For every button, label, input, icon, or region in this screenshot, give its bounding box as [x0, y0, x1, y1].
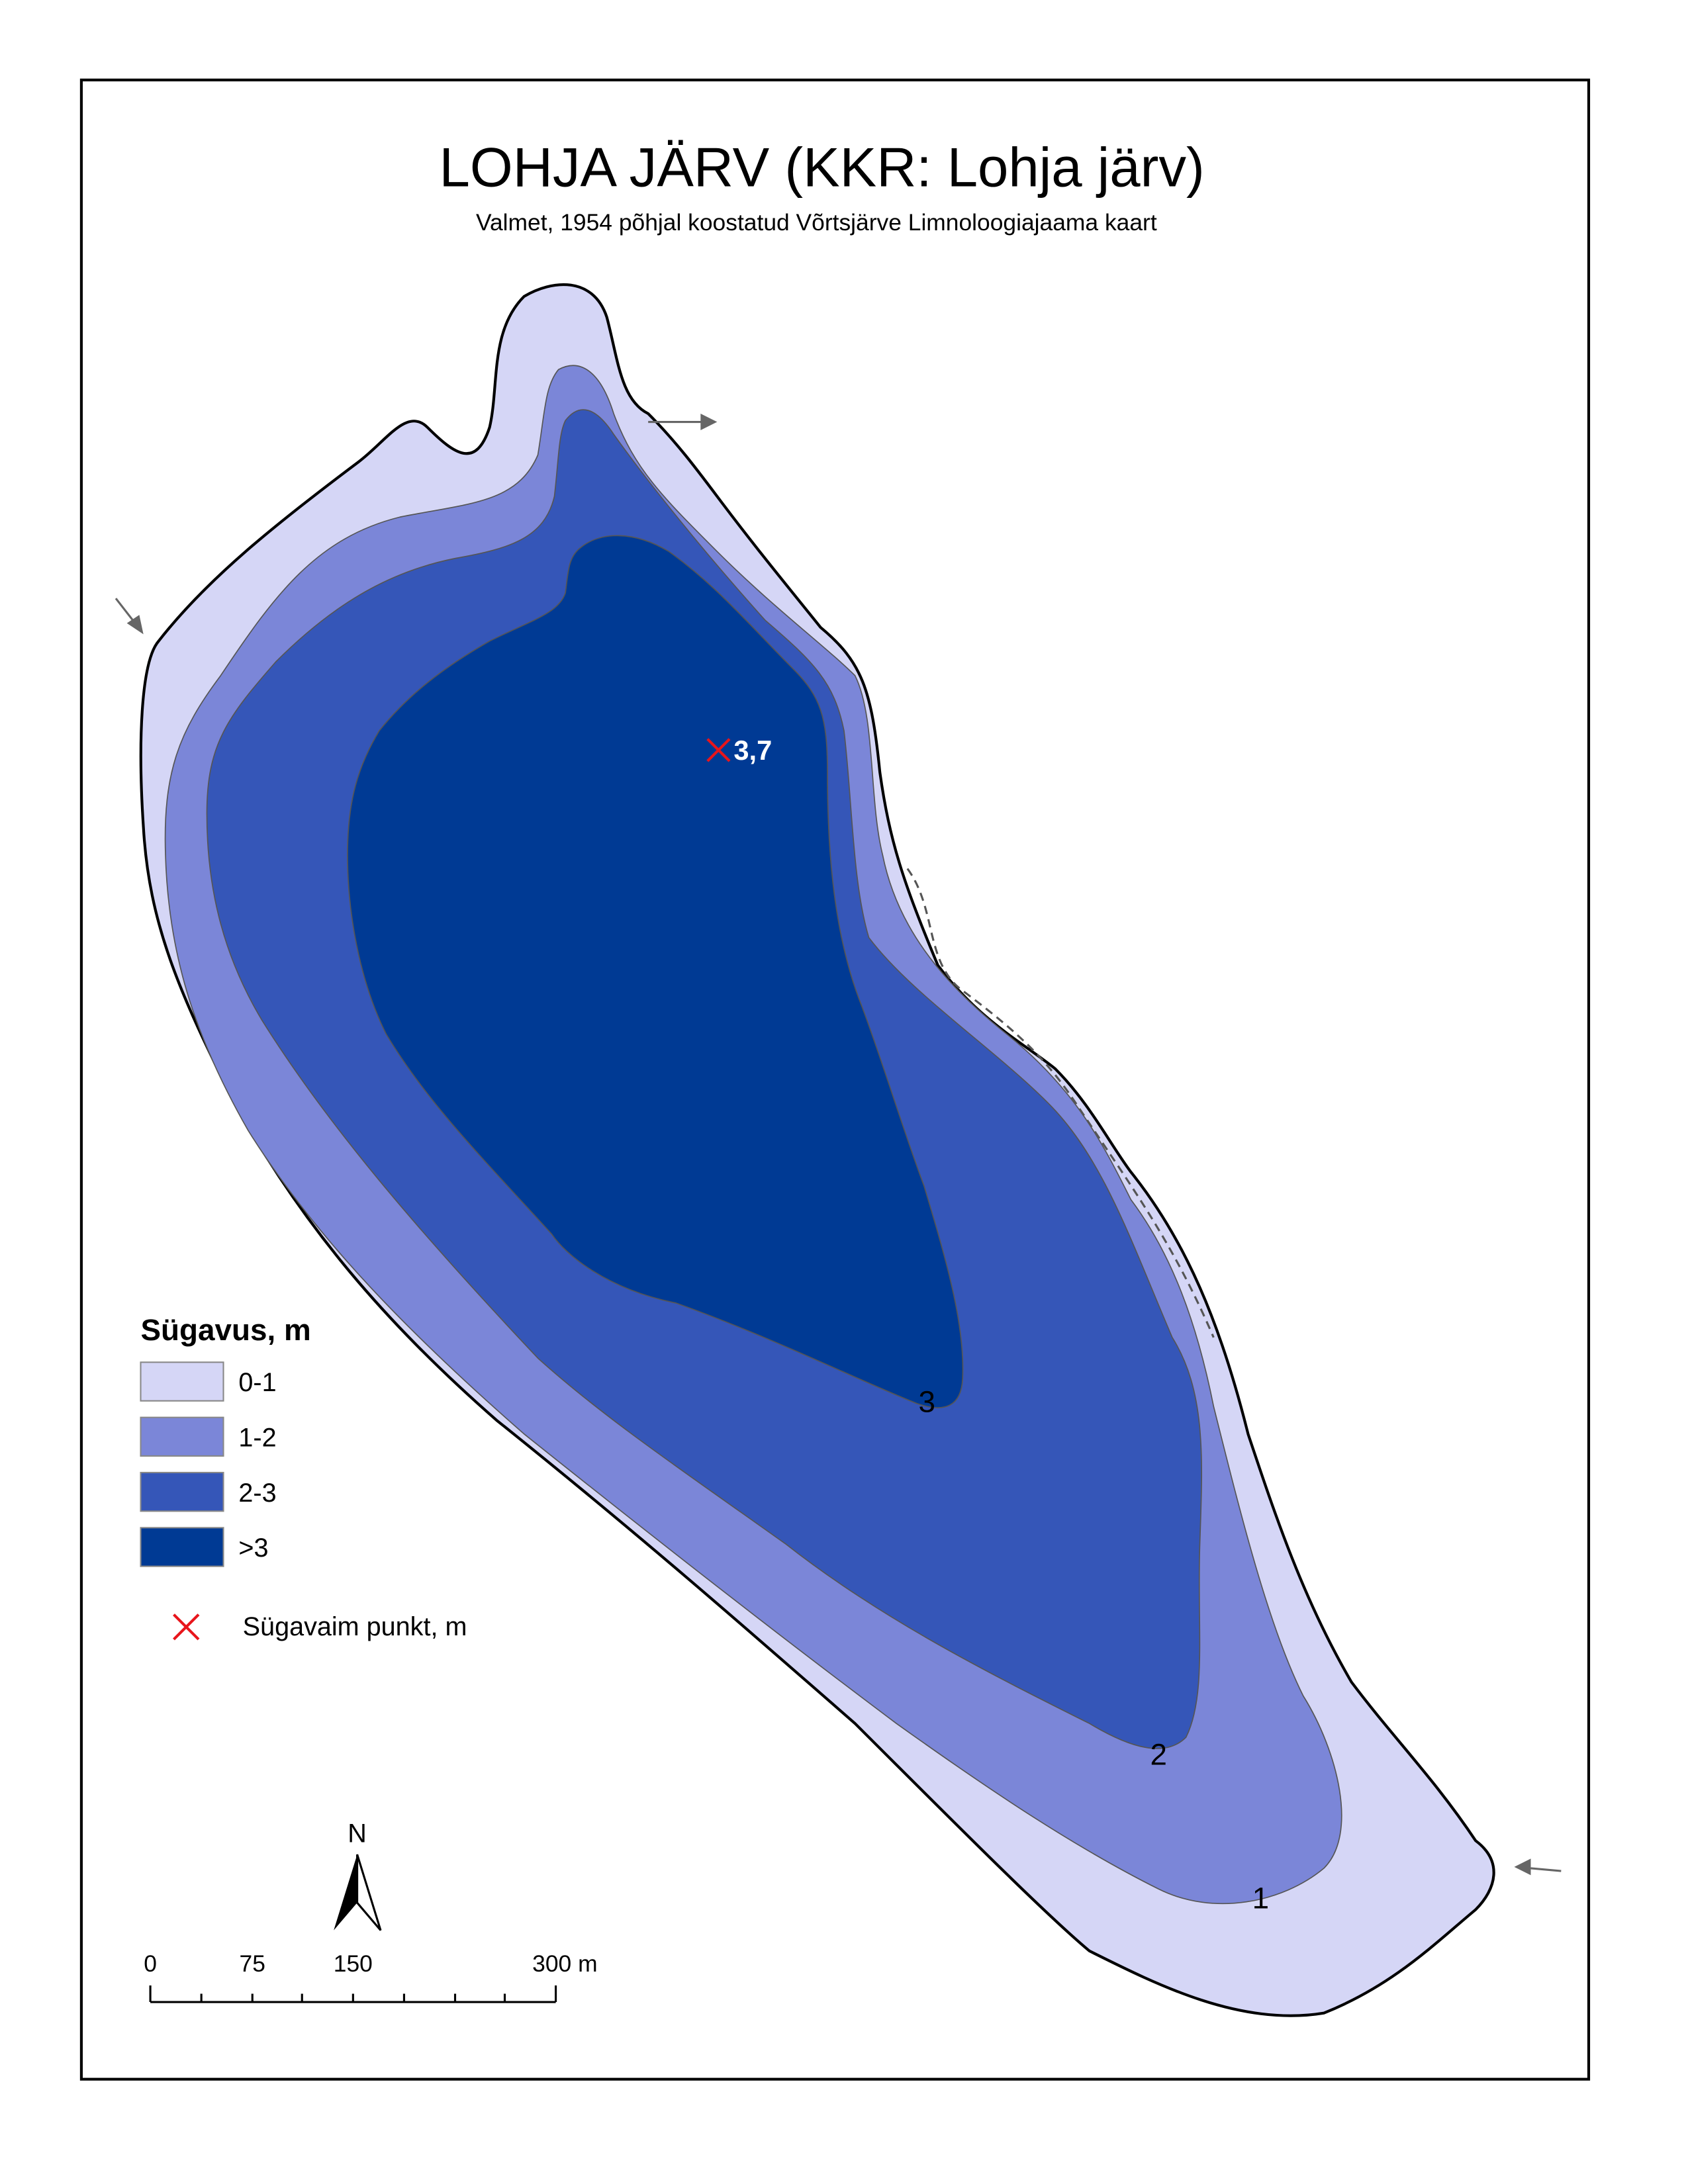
legend-swatch [140, 1361, 224, 1402]
contour-label: 2 [1150, 1738, 1168, 1772]
marker-stroke [173, 1614, 200, 1641]
arrowhead [126, 615, 144, 635]
north-label: N [348, 1819, 367, 1848]
arrowhead [700, 414, 718, 430]
north-arrow-right [356, 1854, 382, 1931]
arrowhead [1514, 1858, 1531, 1876]
legend-swatch [140, 1471, 224, 1512]
legend-marker [173, 1614, 200, 1641]
legend-label: 1-2 [238, 1423, 276, 1452]
legend-label: Sügavaim punkt, m [243, 1612, 467, 1641]
scale-bar [149, 1985, 557, 2003]
depth-zone-over-3 [347, 535, 964, 1408]
north-arrow-left [334, 1854, 357, 1931]
frame [79, 78, 1591, 2081]
subtitle: Valmet, 1954 põhjal koostatud Võrtsjärve… [476, 209, 1157, 236]
legend-label: >3 [238, 1533, 268, 1563]
legend-label: 0-1 [238, 1368, 276, 1397]
title: LOHJA JÄRV (KKR: Lohja järv) [440, 136, 1205, 198]
contour-label: 1 [1252, 1881, 1270, 1915]
marker-stroke [706, 738, 731, 762]
contour-label: 3 [919, 1385, 936, 1418]
deepest-point-label: 3,7 [733, 735, 772, 766]
legend-swatch [140, 1416, 224, 1457]
deepest-point-marker [706, 738, 731, 762]
legend-title: Sügavus, m [141, 1313, 311, 1347]
legend-swatch [140, 1527, 224, 1567]
inflow-arrow [1530, 1867, 1562, 1872]
scale-label: 300 m [532, 1950, 597, 1977]
inflow-arrow [115, 598, 136, 624]
scale-label: 150 [334, 1950, 373, 1977]
flow-arrows [115, 414, 1562, 1876]
scale-label: 0 [144, 1950, 157, 1977]
scale-label: 75 [240, 1950, 265, 1977]
legend-label: 2-3 [238, 1479, 276, 1508]
